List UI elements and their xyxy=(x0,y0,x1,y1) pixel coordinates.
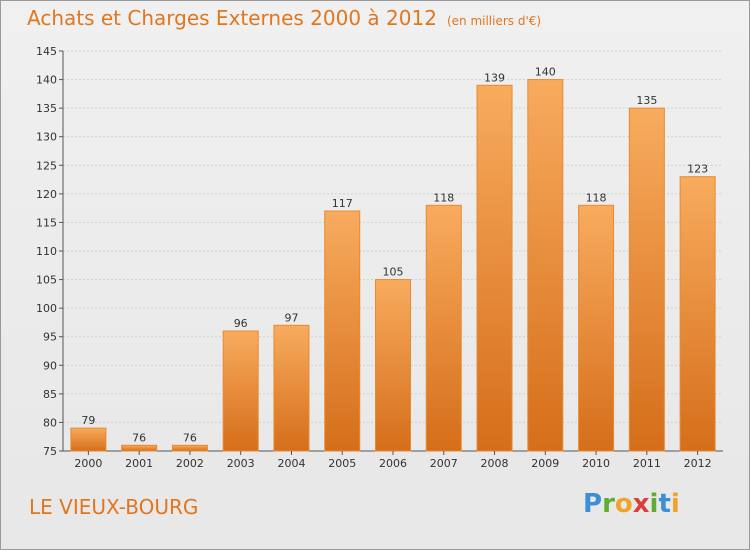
bar-2006 xyxy=(375,279,411,452)
x-tick-label-2008: 2008 xyxy=(481,457,509,470)
x-tick-label-2006: 2006 xyxy=(379,457,407,470)
y-tick-label: 135 xyxy=(36,102,57,115)
x-tick-label-2012: 2012 xyxy=(684,457,712,470)
y-tick-label: 140 xyxy=(36,74,57,87)
x-tick-label-2003: 2003 xyxy=(227,457,255,470)
x-tick-label-2011: 2011 xyxy=(633,457,661,470)
y-tick-label: 115 xyxy=(36,216,57,229)
bar-2005 xyxy=(324,210,361,452)
value-label-2011: 135 xyxy=(636,94,657,107)
x-tick-label-2005: 2005 xyxy=(328,457,356,470)
x-axis-labels: 2000 2001 2002 2003 2004 2005 2006 2007 2008 2009… xyxy=(74,451,712,470)
bars xyxy=(70,79,716,452)
chart-title: Achats et Charges Externes 2000 à 2012 (e… xyxy=(27,6,541,30)
y-tick-label: 145 xyxy=(36,45,57,58)
bar-2012 xyxy=(679,176,716,452)
data-labels: 79 76 76 96 97 117 105 118 139 140 118 135 123 xyxy=(81,66,708,445)
bar-2007 xyxy=(425,204,462,452)
x-tick-label-2002: 2002 xyxy=(176,457,204,470)
x-tick-label-2009: 2009 xyxy=(531,457,559,470)
y-tick-label: 90 xyxy=(43,359,57,372)
bar-2011 xyxy=(628,107,665,452)
y-tick-label: 130 xyxy=(36,131,57,144)
bar-2009 xyxy=(527,79,564,452)
commune-name: LE VIEUX-BOURG xyxy=(29,495,199,519)
value-label-2003: 96 xyxy=(234,317,248,330)
value-label-2007: 118 xyxy=(433,191,454,204)
value-label-2012: 123 xyxy=(687,163,708,176)
value-label-2002: 76 xyxy=(183,431,197,444)
chart-title-text: Achats et Charges Externes 2000 à 2012 xyxy=(27,6,437,30)
value-label-2004: 97 xyxy=(284,311,298,324)
proxiti-logo: Proxiti xyxy=(583,489,680,519)
value-label-2009: 140 xyxy=(535,66,556,79)
chart-subtitle: (en milliers d'€) xyxy=(446,14,542,28)
y-tick-label: 120 xyxy=(36,188,57,201)
x-tick-label-2000: 2000 xyxy=(74,457,102,470)
y-tick-label: 75 xyxy=(43,445,57,458)
y-tick-label: 105 xyxy=(36,274,57,287)
value-label-2000: 79 xyxy=(81,414,95,427)
y-tick-label: 85 xyxy=(43,388,57,401)
x-tick-label-2001: 2001 xyxy=(125,457,153,470)
bar-2010 xyxy=(578,204,615,452)
bar-2000 xyxy=(70,427,107,452)
bar-2008 xyxy=(476,84,513,452)
bar-2002 xyxy=(171,444,208,452)
y-tick-label: 80 xyxy=(43,416,57,429)
x-tick-label-2010: 2010 xyxy=(582,457,610,470)
y-tick-label: 95 xyxy=(43,331,57,344)
bar-2004 xyxy=(273,324,310,452)
y-axis: 75 80 85 90 95 100 105 110 115 120 125 130 135 140 145 xyxy=(36,45,723,458)
grid-lines xyxy=(63,50,723,452)
bar-2001 xyxy=(121,444,158,452)
x-tick-label-2004: 2004 xyxy=(277,457,305,470)
y-tick-label: 100 xyxy=(36,302,57,315)
bar-2003 xyxy=(222,330,259,452)
value-label-2008: 139 xyxy=(484,71,505,84)
x-tick-label-2007: 2007 xyxy=(430,457,458,470)
value-label-2005: 117 xyxy=(332,197,353,210)
value-label-2001: 76 xyxy=(132,431,146,444)
value-label-2010: 118 xyxy=(586,191,607,204)
y-tick-label: 125 xyxy=(36,159,57,172)
value-label-2006: 105 xyxy=(383,266,404,279)
y-tick-label: 110 xyxy=(36,245,57,258)
